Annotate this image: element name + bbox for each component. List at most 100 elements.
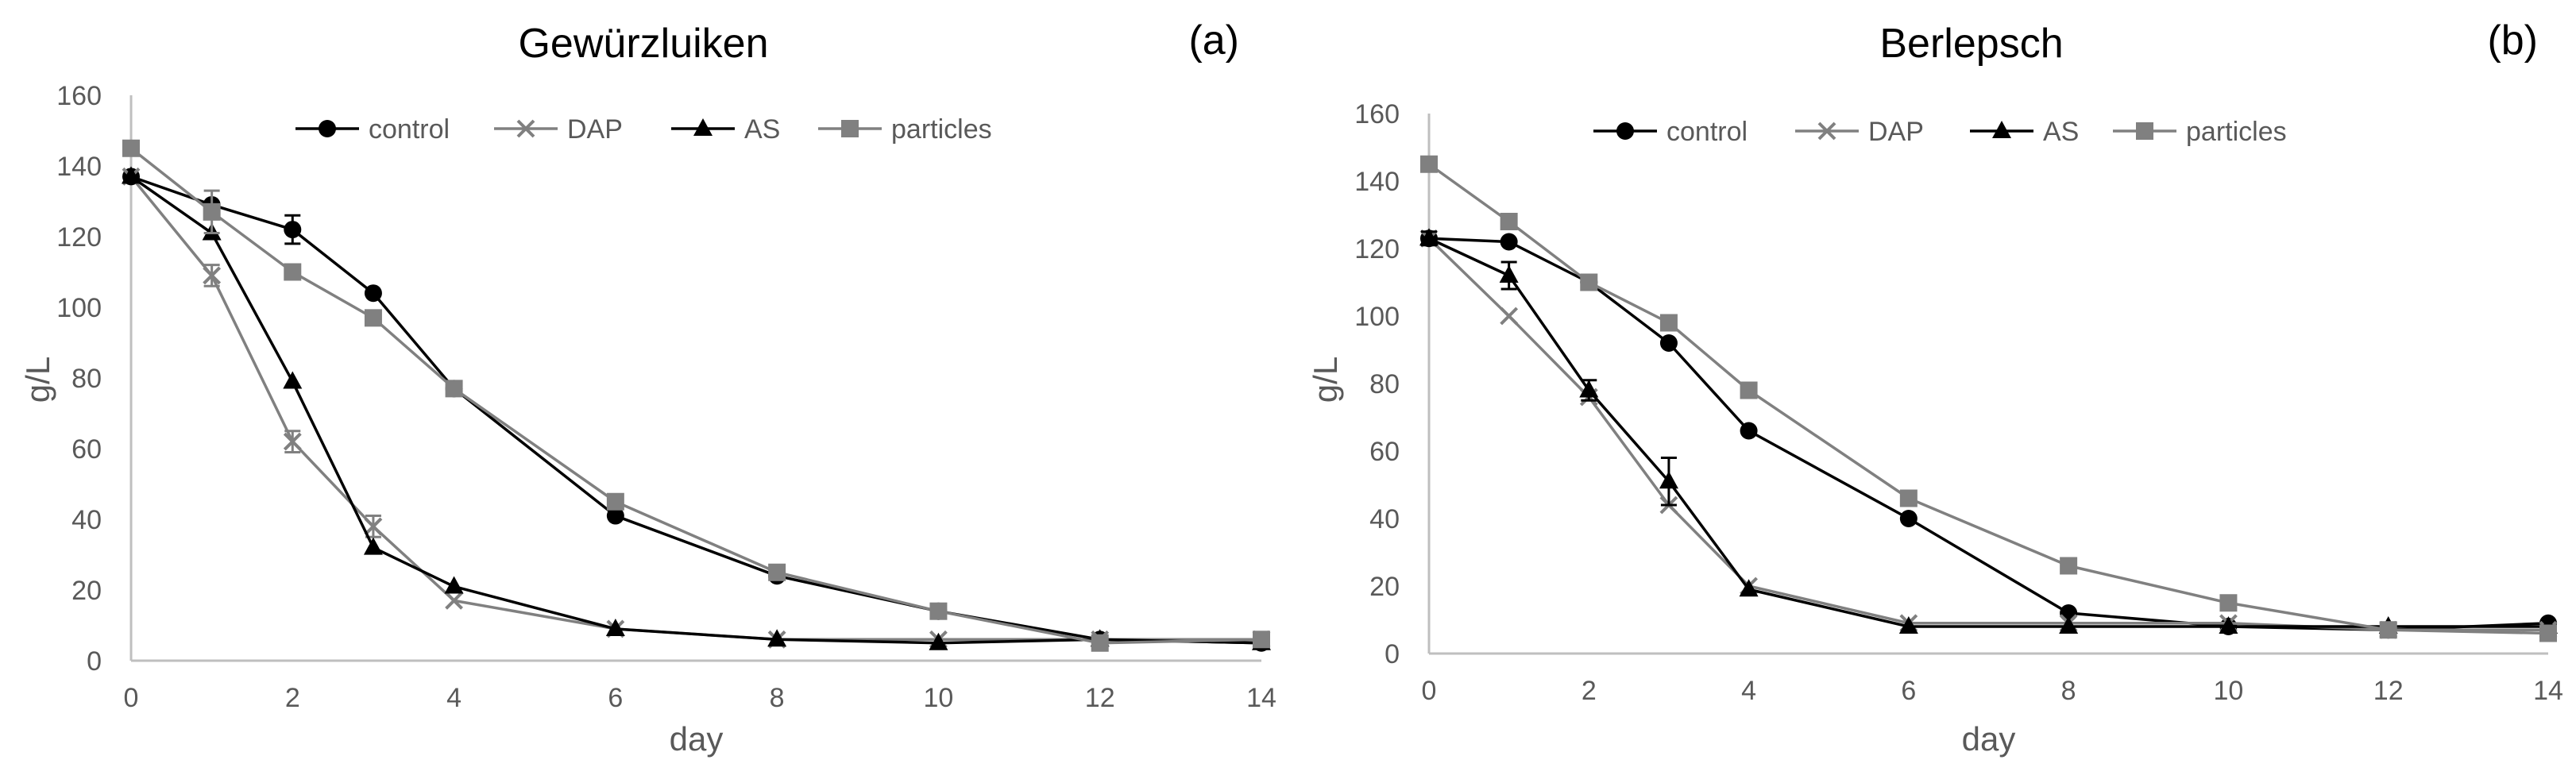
legend-label: DAP	[567, 114, 623, 145]
series-DAP	[1419, 229, 2558, 639]
legend-marker	[1992, 121, 2011, 138]
x-tick-label: 8	[770, 683, 785, 713]
data-point-AS	[444, 576, 464, 594]
y-tick-label: 100	[1354, 302, 1400, 332]
legend-marker	[516, 119, 535, 138]
series-particles	[122, 139, 1270, 652]
legend-item-control: control	[1593, 117, 1748, 147]
data-point-DAP	[283, 432, 302, 451]
x-tick-label: 6	[608, 683, 623, 713]
series-line-control	[1428, 237, 2549, 631]
series-line-control	[130, 175, 1262, 645]
x-axis-label: day	[670, 720, 724, 758]
data-point-particles	[1659, 314, 1678, 332]
series-line-AS	[1428, 237, 2548, 628]
x-tick-label: 2	[285, 683, 300, 713]
y-tick-label: 80	[71, 364, 102, 394]
data-point-particles	[2219, 594, 2238, 612]
data-point-DAP	[1500, 307, 1519, 326]
legend-label: particles	[2186, 117, 2287, 147]
data-point-particles	[2379, 621, 2397, 639]
x-tick-label: 0	[1422, 676, 1437, 706]
data-point-particles	[1740, 381, 1758, 399]
data-point-control	[1740, 422, 1758, 440]
legend-label: AS	[2043, 117, 2079, 147]
legend-label: particles	[891, 114, 992, 145]
data-point-particles	[2060, 557, 2078, 575]
y-tick-label: 60	[71, 434, 102, 465]
chart-panel-a: Gewürzluiken (a) 0 20 40 60 80 100 120 140 160 0 2 4 6…	[19, 17, 1276, 758]
x-tick-label: 0	[124, 683, 139, 713]
data-point-AS	[605, 618, 625, 636]
data-point-particles	[1420, 155, 1438, 173]
x-tick-label: 10	[924, 683, 954, 713]
series-DAP	[122, 167, 1271, 649]
data-point-control	[606, 507, 624, 525]
series-line-AS	[129, 175, 1262, 645]
series-particles	[1420, 155, 2557, 642]
data-point-AS	[1419, 228, 1439, 246]
data-point-AS	[122, 166, 141, 184]
x-tick-label: 14	[1246, 683, 1276, 713]
data-point-AS	[767, 629, 787, 647]
series-AS	[122, 166, 1271, 650]
y-tick-label: 40	[71, 505, 102, 535]
data-point-control	[1899, 510, 1918, 527]
panel-label: (a)	[1188, 17, 1239, 64]
legend-label: AS	[744, 114, 780, 145]
y-tick-label: 140	[56, 152, 102, 182]
x-tick-label: 2	[1582, 676, 1597, 706]
legend-item-AS: AS	[1970, 117, 2079, 147]
legend-marker	[693, 118, 713, 136]
data-point-particles	[2539, 624, 2557, 642]
y-tick-label: 160	[1354, 99, 1400, 129]
data-point-particles	[1091, 634, 1109, 652]
legend-marker	[2136, 122, 2153, 140]
data-point-control	[364, 284, 382, 303]
x-tick-label: 8	[2061, 676, 2076, 706]
legend-marker	[1616, 122, 1634, 140]
x-tick-label: 14	[2533, 676, 2563, 706]
data-point-AS	[1499, 265, 1519, 283]
legend-item-DAP: DAP	[1795, 117, 1924, 147]
legend-item-DAP: DAP	[494, 114, 623, 145]
series-line-DAP	[1427, 237, 2548, 631]
data-point-particles	[768, 563, 786, 581]
series-line-DAP	[129, 175, 1261, 642]
y-axis-label: g/L	[1307, 357, 1344, 403]
chart-panel-b: Berlepsch (b) 0 20 40 60 80 100 120 140 160 0 2 4 6 8 10…	[1307, 17, 2563, 758]
data-point-particles	[929, 602, 948, 620]
data-point-particles	[122, 139, 140, 157]
data-point-DAP	[364, 517, 383, 536]
series-AS	[1419, 228, 2558, 634]
y-axis-label: g/L	[19, 357, 56, 403]
data-point-particles	[606, 492, 624, 511]
series-line-particles	[1427, 163, 2549, 635]
y-tick-label: 20	[71, 576, 102, 606]
legend-marker	[841, 120, 859, 137]
data-point-particles	[364, 309, 382, 327]
data-point-AS	[929, 632, 948, 650]
data-point-control	[1500, 233, 1518, 251]
legend-label: control	[369, 114, 450, 145]
data-point-AS	[1739, 579, 1759, 597]
x-tick-label: 4	[446, 683, 462, 713]
data-point-AS	[283, 371, 303, 389]
data-point-AS	[1659, 471, 1678, 489]
data-point-AS	[2219, 616, 2238, 634]
legend-item-AS: AS	[671, 114, 780, 145]
y-tick-label: 20	[1369, 572, 1400, 602]
series-control	[122, 168, 1270, 652]
y-tick-label: 0	[87, 646, 102, 677]
x-tick-label: 12	[2373, 676, 2404, 706]
legend-item-control: control	[295, 114, 450, 145]
y-tick-label: 140	[1354, 167, 1400, 197]
chart-title: Gewürzluiken	[518, 21, 768, 67]
y-tick-label: 120	[56, 222, 102, 253]
x-tick-label: 10	[2214, 676, 2244, 706]
legend: control DAP AS particles	[295, 114, 992, 145]
y-tick-label: 100	[56, 293, 102, 323]
data-point-particles	[1580, 273, 1598, 291]
data-point-particles	[284, 263, 302, 281]
